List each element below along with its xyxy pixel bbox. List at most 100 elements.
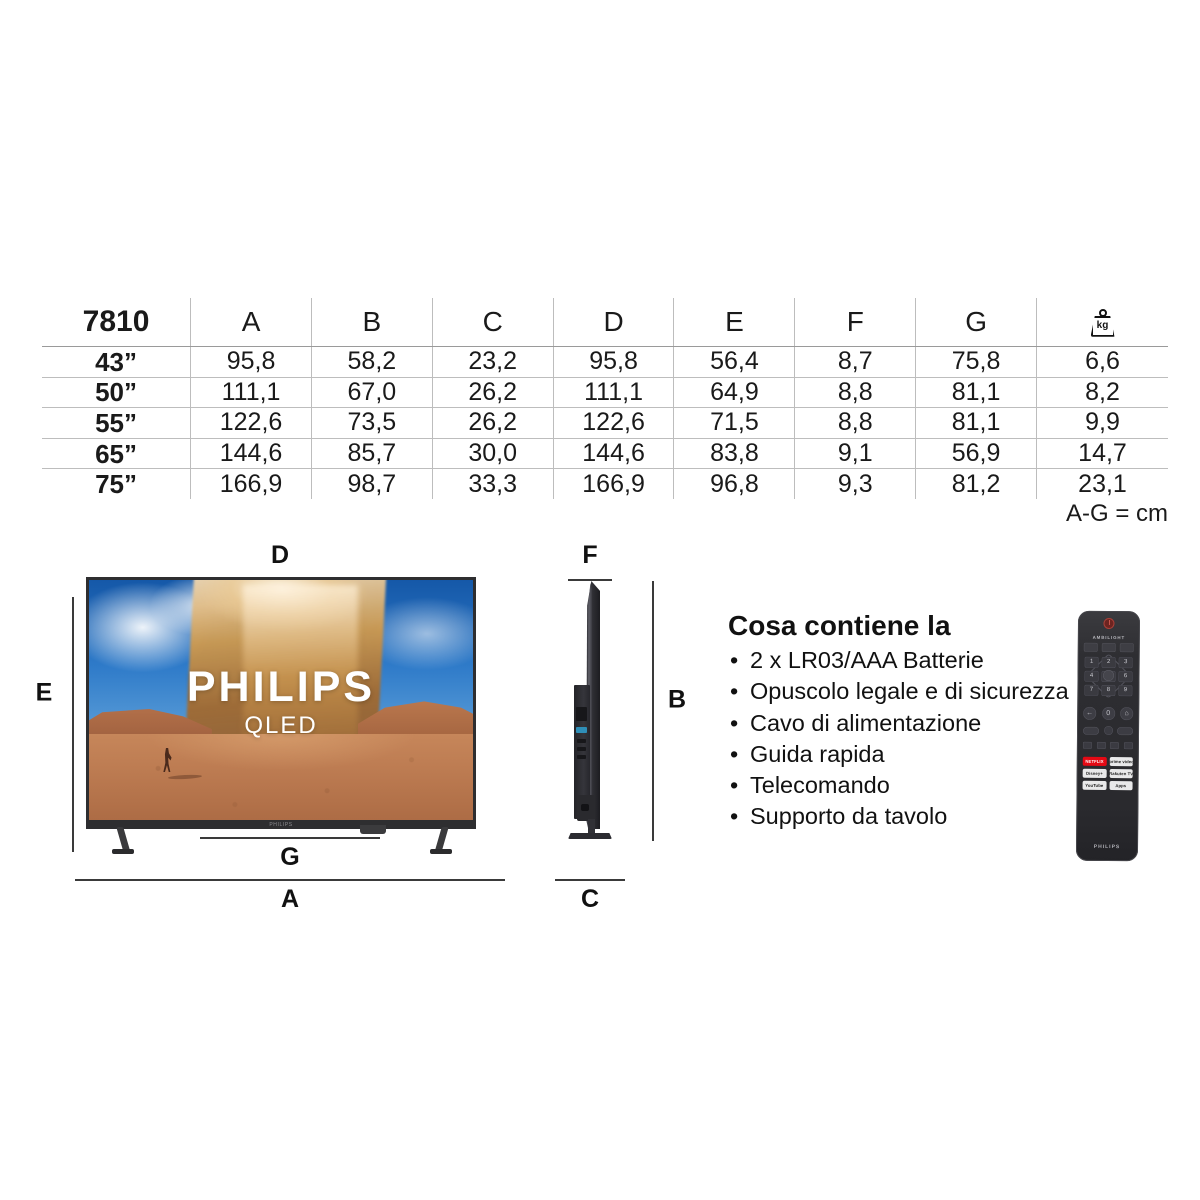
cell-75-b: 98,7: [310, 468, 433, 499]
row-size-43: 43”: [42, 346, 192, 378]
remote-app-disney-plus[interactable]: Disney+: [1082, 768, 1107, 778]
remote-back-icon[interactable]: ←: [1083, 706, 1097, 720]
remote-pause-icon[interactable]: [1096, 741, 1106, 749]
cell-75-e: 96,8: [673, 468, 796, 499]
cell-65-b: 85,7: [310, 437, 433, 470]
remote-app-rakuten-tv[interactable]: Rakuten TV: [1109, 769, 1133, 779]
cell-75-f: 9,3: [794, 468, 917, 499]
cell-50-b: 67,0: [310, 376, 433, 409]
row-size-55: 55”: [42, 407, 192, 439]
dimension-line-f: [568, 579, 612, 581]
cell-50-d: 111,1: [552, 376, 675, 409]
remote-channel-rocker[interactable]: [1117, 726, 1134, 735]
remote-power-button[interactable]: [1103, 617, 1115, 630]
cell-65-a: 144,6: [190, 437, 312, 470]
cell-43-b: 58,2: [310, 346, 433, 378]
cell-75-d: 166,9: [552, 468, 675, 499]
tv-foot-pad-right: [430, 849, 452, 854]
cell-43-weight: 6,6: [1036, 346, 1168, 378]
cell-75-g: 81,2: [915, 468, 1038, 499]
remote-app-netflix[interactable]: NETFLIX: [1082, 756, 1107, 766]
remote-key-4[interactable]: 4: [1084, 670, 1099, 682]
tv-port-aux-1: [577, 739, 586, 743]
tv-side-diagram: F B C: [520, 535, 720, 915]
screen-walking-figure: [163, 748, 172, 772]
remote-volume-rocker[interactable]: [1083, 726, 1100, 735]
tv-chin-logo: PHILIPS: [269, 822, 293, 828]
remote-ok-button[interactable]: [1102, 669, 1115, 682]
remote-key-7[interactable]: 7: [1084, 684, 1099, 696]
remote-key-6[interactable]: 6: [1118, 671, 1133, 683]
remote-top-button-row: [1083, 642, 1134, 653]
cell-50-g: 81,1: [915, 376, 1038, 409]
remote-source-icon[interactable]: [1083, 642, 1098, 652]
remote-ambilight-label: AMBILIGHT: [1092, 634, 1126, 641]
dimension-label-d: D: [270, 541, 290, 569]
cell-55-a: 122,6: [190, 407, 312, 439]
cell-65-g: 56,9: [915, 437, 1038, 470]
cell-50-weight: 8,2: [1036, 376, 1168, 409]
box-contents-section: Cosa contiene la 2 x LR03/AAA Batterie O…: [728, 608, 1069, 833]
table-header-g: G: [915, 297, 1038, 347]
remote-app-prime-video[interactable]: prime video: [1109, 757, 1133, 767]
cell-43-c: 23,2: [431, 346, 554, 378]
box-contents-title: Cosa contiene la: [728, 610, 951, 641]
cell-50-a: 111,1: [190, 376, 312, 409]
tv-port-usb: [576, 727, 587, 733]
screen-brand-qled: QLED: [244, 712, 318, 740]
cell-43-g: 75,8: [915, 346, 1038, 378]
remote-search-icon[interactable]: [1101, 642, 1116, 653]
tv-side-panel-edge: [588, 583, 592, 823]
remote-transport-row: [1082, 741, 1133, 750]
table-header-d: D: [552, 297, 675, 347]
remote-key-2[interactable]: 2: [1101, 656, 1116, 669]
dimension-label-f: F: [582, 541, 598, 569]
tv-foot-pad-left: [112, 849, 134, 854]
dimension-line-e: [72, 597, 74, 852]
weight-kg-icon: kg: [1090, 308, 1116, 337]
cell-75-weight: 23,1: [1036, 468, 1168, 499]
cell-43-d: 95,8: [552, 346, 675, 378]
tv-port-aux-3: [577, 755, 586, 759]
table-header-f: F: [794, 297, 917, 347]
cell-65-weight: 14,7: [1036, 437, 1168, 470]
row-size-50: 50”: [42, 376, 192, 409]
table-header-model: 7810: [42, 297, 192, 347]
dimension-label-b: B: [667, 685, 687, 714]
remote-app-youtube[interactable]: YouTube: [1082, 780, 1107, 790]
remote-key-1[interactable]: 1: [1084, 656, 1099, 668]
dimension-label-e: E: [35, 678, 53, 707]
cell-65-c: 30,0: [431, 437, 554, 470]
cell-55-e: 71,5: [673, 407, 796, 439]
remote-key-8[interactable]: 8: [1101, 684, 1116, 697]
dimension-line-g: [200, 837, 380, 839]
remote-guide-icon[interactable]: [1119, 643, 1134, 653]
unit-note: A-G = cm: [1065, 500, 1168, 527]
remote-key-3[interactable]: 3: [1118, 657, 1133, 669]
remote-key-9[interactable]: 9: [1118, 685, 1133, 697]
tv-side-power-housing: [577, 795, 595, 821]
screen-brand-philips: PHILIPS: [186, 663, 376, 712]
remote-rewind-icon[interactable]: [1082, 741, 1092, 749]
remote-key-0[interactable]: 0: [1101, 706, 1115, 721]
remote-navigation-row: ← 0 ⌂: [1083, 706, 1134, 721]
row-size-65: 65”: [42, 437, 192, 470]
cell-55-weight: 9,9: [1036, 407, 1168, 439]
remote-mute-icon[interactable]: [1103, 725, 1113, 736]
dimension-label-c: C: [580, 885, 600, 913]
cell-55-d: 122,6: [552, 407, 675, 439]
cell-55-b: 73,5: [310, 407, 433, 439]
dimension-label-g: G: [280, 843, 300, 871]
table-header-b: B: [310, 297, 433, 347]
remote-fastforward-icon[interactable]: [1123, 742, 1133, 750]
remote-app-apps[interactable]: Apps: [1109, 781, 1133, 791]
tv-front-diagram: D E PHILIPS QLED PHILIPS G A: [0, 535, 520, 915]
remote-home-icon[interactable]: ⌂: [1120, 707, 1134, 721]
list-item: Cavo di alimentazione: [728, 708, 1068, 740]
remote-play-icon[interactable]: [1110, 742, 1120, 750]
table-header-weight: kg: [1036, 297, 1168, 347]
row-size-75: 75”: [42, 468, 192, 499]
cell-55-g: 81,1: [915, 407, 1038, 439]
cell-43-f: 8,7: [794, 346, 917, 378]
remote-volume-row: [1083, 725, 1134, 736]
